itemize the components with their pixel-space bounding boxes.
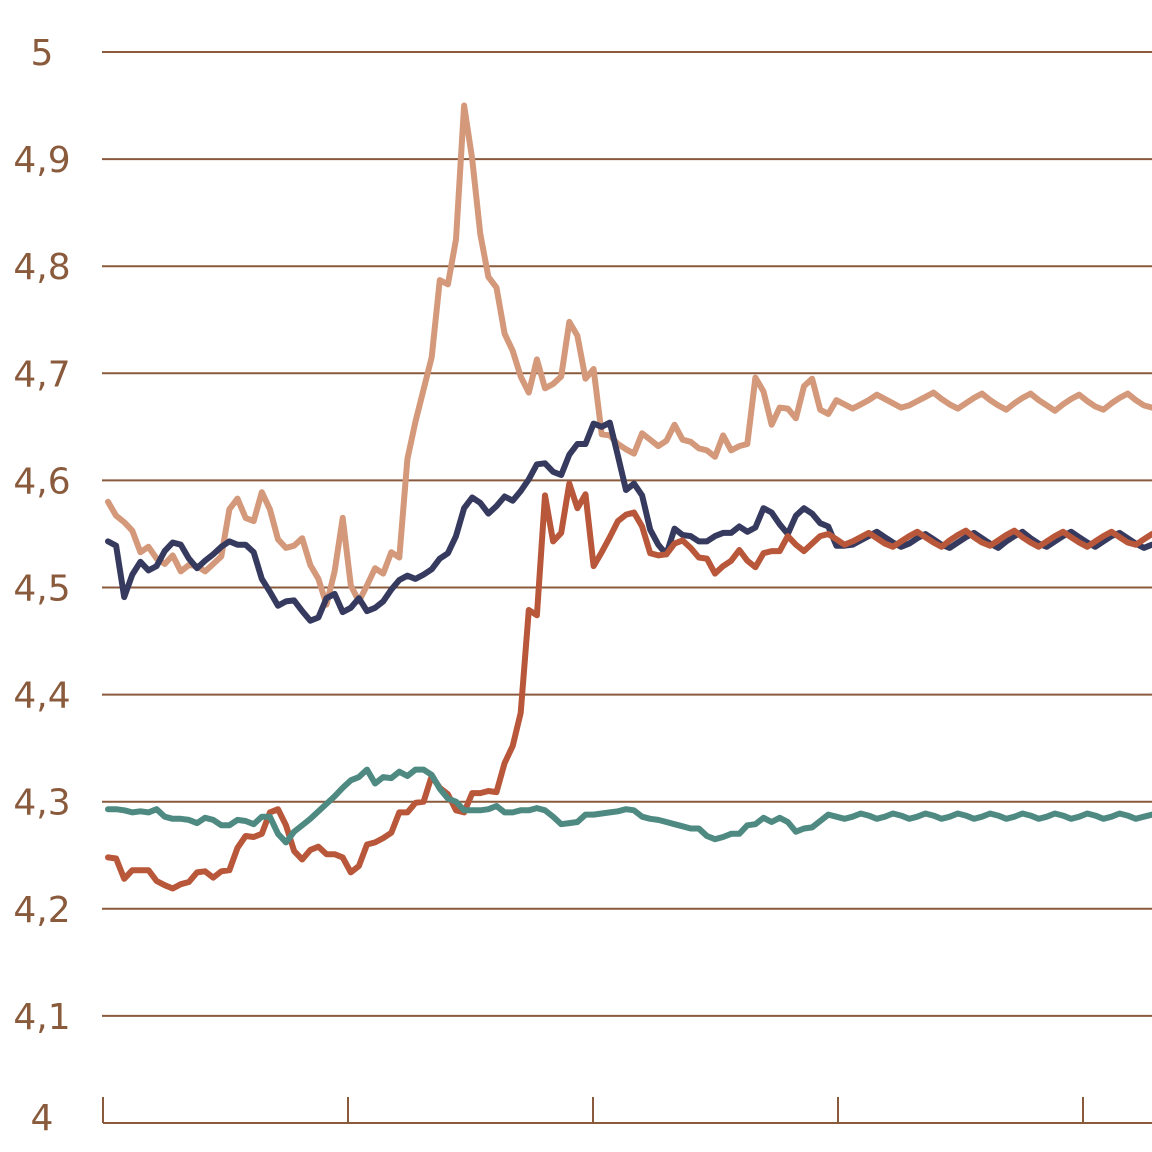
series-line-4	[105, 766, 1152, 846]
y-tick-label: 4,5	[13, 569, 70, 610]
series-line-3	[105, 480, 1152, 892]
y-tick-label: 4,8	[13, 247, 70, 288]
y-tick-label: 4	[31, 1098, 54, 1139]
y-tick-label: 4,1	[13, 997, 70, 1038]
y-tick-label: 5	[31, 33, 54, 74]
y-tick-label: 4,3	[13, 783, 70, 824]
y-tick-label: 4,2	[13, 890, 70, 931]
series-line-2	[105, 419, 1152, 624]
y-tick-label: 4,6	[13, 461, 70, 502]
y-tick-label: 4,9	[13, 140, 70, 181]
x-axis	[102, 1097, 1152, 1124]
gridlines	[102, 51, 1152, 1017]
y-axis-labels: 5 4,9 4,8 4,7 4,6 4,5 4,4 4,3 4,2 4,1 4	[13, 33, 70, 1139]
y-tick-label: 4,4	[13, 676, 70, 717]
y-tick-label: 4,7	[13, 354, 70, 395]
series-line-1	[105, 102, 1152, 608]
series-lines	[105, 102, 1152, 892]
